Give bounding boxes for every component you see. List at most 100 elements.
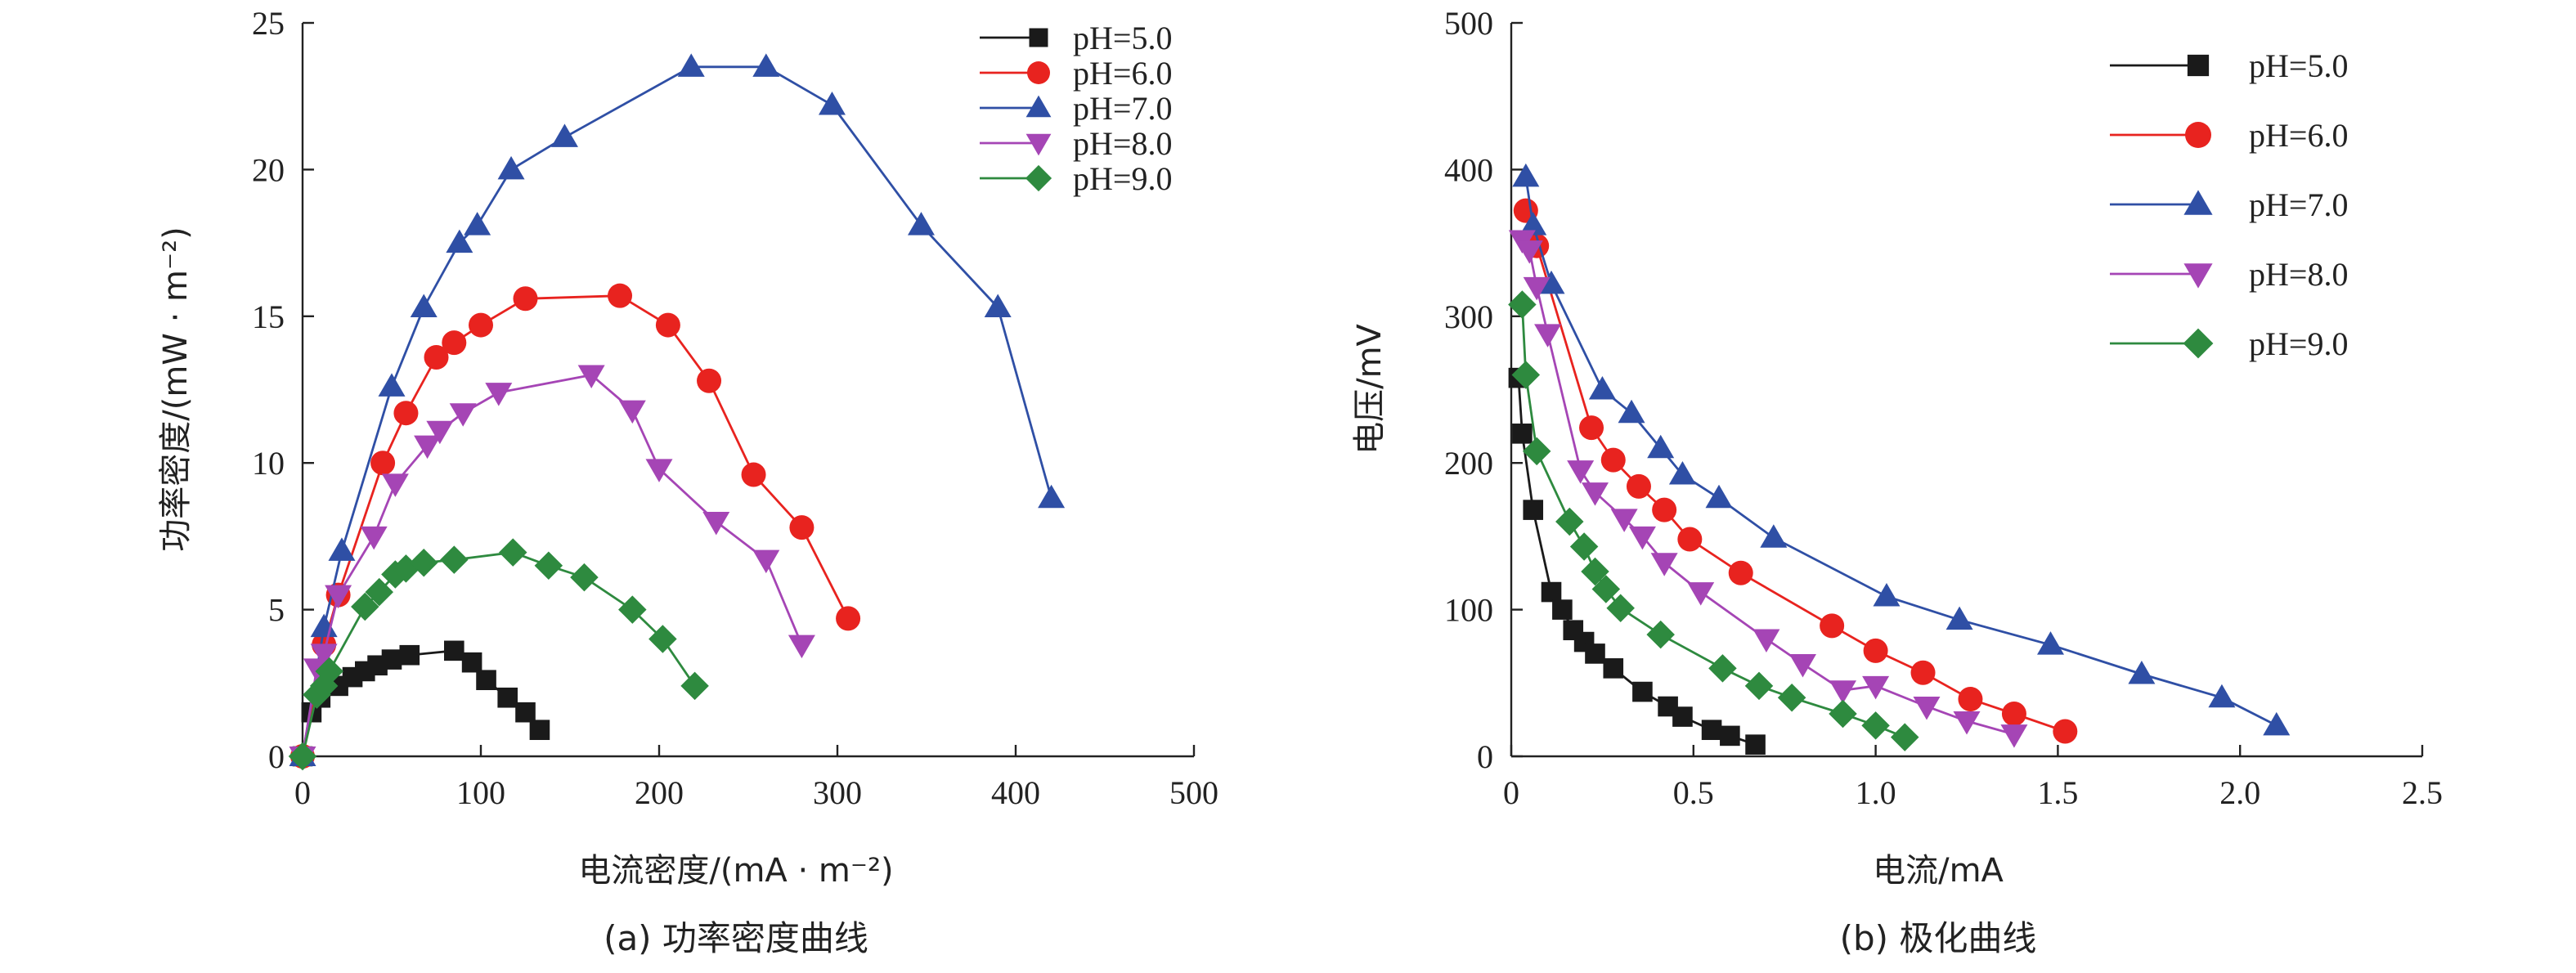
data-point — [1555, 507, 1584, 536]
data-point — [1534, 324, 1562, 348]
chart-a-series-group — [288, 53, 1066, 771]
data-point — [2263, 711, 2291, 736]
data-point — [476, 670, 496, 691]
chart-b-series-group — [1508, 163, 2291, 755]
y-tick-label: 0 — [268, 738, 285, 775]
legend-item: pH=9.0 — [980, 160, 1172, 197]
data-point — [818, 91, 846, 115]
data-point — [360, 526, 388, 550]
data-point — [1508, 290, 1537, 319]
x-tick-label: 0 — [294, 774, 311, 811]
legend-marker — [1025, 133, 1052, 156]
data-point — [393, 401, 419, 426]
data-point — [1523, 276, 1551, 301]
data-point — [702, 511, 730, 536]
data-point — [497, 155, 525, 180]
data-point — [1567, 460, 1595, 484]
data-point — [1744, 671, 1774, 701]
data-point — [1777, 683, 1806, 712]
legend-marker — [2183, 263, 2213, 289]
data-point — [1890, 723, 1919, 751]
data-point — [444, 640, 464, 661]
data-point — [1646, 620, 1675, 649]
data-point — [1708, 654, 1737, 683]
data-point — [655, 312, 680, 338]
legend-item: pH=7.0 — [980, 90, 1172, 127]
data-point — [1591, 575, 1621, 603]
data-point — [365, 577, 393, 607]
y-tick-label: 0 — [1477, 738, 1493, 775]
chart-b-axes — [1510, 23, 2422, 758]
data-point — [1600, 447, 1626, 473]
data-point — [1632, 681, 1653, 702]
data-point — [1512, 163, 1540, 187]
data-point — [645, 459, 673, 482]
x-tick-label: 200 — [635, 774, 684, 811]
legend-label: pH=5.0 — [2249, 47, 2348, 84]
legend-marker — [1029, 28, 1048, 47]
data-point — [310, 643, 338, 667]
data-point — [513, 286, 538, 312]
legend-item: pH=8.0 — [2110, 256, 2348, 293]
x-tick-label: 300 — [813, 774, 862, 811]
data-point — [788, 634, 815, 659]
data-point — [1581, 557, 1609, 586]
data-point — [1541, 581, 1562, 603]
data-point — [2053, 719, 2078, 744]
data-point — [315, 657, 343, 686]
data-point — [410, 294, 438, 318]
series-pH=7.0 — [1512, 163, 2291, 736]
data-point — [1788, 653, 1816, 678]
legend-marker — [2183, 190, 2213, 215]
data-point — [1677, 527, 1703, 552]
x-tick-label: 2.5 — [2402, 774, 2443, 811]
data-point — [550, 123, 578, 147]
series-line — [1524, 177, 2278, 727]
data-point — [426, 420, 454, 445]
data-point — [1581, 482, 1609, 506]
data-point — [577, 365, 605, 389]
x-tick-label: 2.0 — [2219, 774, 2260, 811]
data-point — [1588, 376, 1616, 400]
series-pH=8.0 — [289, 365, 815, 770]
data-point — [498, 538, 527, 567]
legend-label: pH=7.0 — [2249, 186, 2348, 223]
legend-item: pH=9.0 — [2110, 325, 2348, 362]
chart-a-y-axis-title: 功率密度/(mW · m⁻²) — [157, 226, 195, 551]
data-point — [1958, 687, 1983, 712]
chart-a-x-axis-title: 电流密度/(mA · m⁻²) — [578, 852, 893, 890]
data-point — [1610, 509, 1638, 532]
data-point — [1552, 599, 1573, 620]
data-point — [325, 585, 352, 609]
legend-label: pH=5.0 — [1073, 20, 1172, 56]
data-point — [1873, 582, 1901, 607]
data-point — [1523, 500, 1544, 520]
data-point — [1569, 532, 1599, 561]
data-point — [1519, 212, 1547, 235]
data-point — [1829, 680, 1856, 704]
series-pH=8.0 — [1508, 230, 2028, 748]
data-point — [1628, 526, 1656, 550]
data-point — [741, 462, 766, 487]
data-point — [1585, 643, 1605, 664]
data-point — [1863, 638, 1888, 663]
data-point — [680, 671, 709, 701]
data-point — [836, 606, 861, 631]
data-point — [608, 283, 633, 308]
legend-item: pH=6.0 — [2110, 117, 2348, 154]
data-point — [1038, 484, 1066, 509]
legend-item: pH=6.0 — [980, 55, 1172, 92]
y-tick-label: 15 — [252, 298, 285, 335]
data-point — [381, 649, 402, 670]
data-point — [1618, 399, 1645, 424]
legend-item: pH=5.0 — [980, 20, 1172, 56]
data-point — [1953, 711, 1981, 735]
data-point — [1647, 434, 1675, 459]
y-tick-label: 5 — [268, 592, 285, 629]
data-point — [1579, 415, 1604, 441]
y-tick-label: 10 — [252, 445, 285, 482]
series-pH=5.0 — [1508, 367, 1766, 755]
legend-marker — [1025, 164, 1052, 192]
legend-label: pH=6.0 — [2249, 117, 2348, 154]
